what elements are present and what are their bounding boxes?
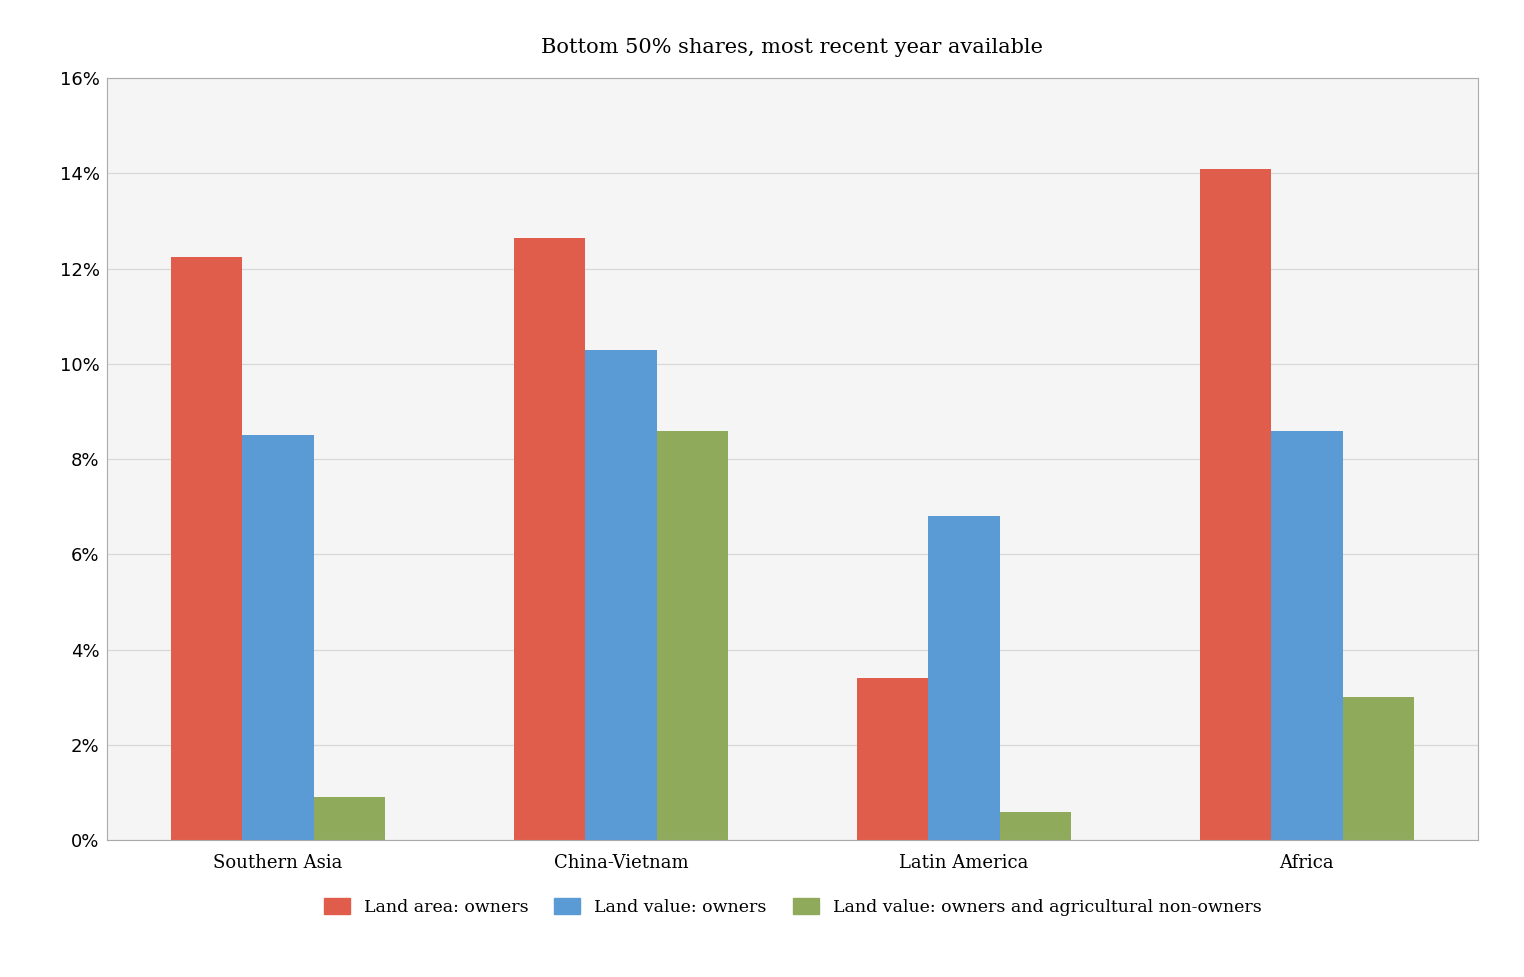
Legend: Land area: owners, Land value: owners, Land value: owners and agricultural non-o: Land area: owners, Land value: owners, L… bbox=[317, 891, 1268, 923]
Bar bbox=[1000, 812, 1071, 840]
Bar bbox=[657, 431, 728, 840]
Bar bbox=[1199, 169, 1271, 840]
Bar bbox=[1343, 698, 1414, 840]
Title: Bottom 50% shares, most recent year available: Bottom 50% shares, most recent year avai… bbox=[541, 38, 1044, 58]
Bar bbox=[1271, 431, 1343, 840]
Bar bbox=[585, 350, 657, 840]
Bar bbox=[314, 797, 386, 840]
Bar bbox=[171, 257, 242, 840]
Bar bbox=[856, 678, 928, 840]
Bar bbox=[514, 237, 585, 840]
Bar bbox=[928, 516, 1000, 840]
Bar bbox=[242, 436, 314, 840]
